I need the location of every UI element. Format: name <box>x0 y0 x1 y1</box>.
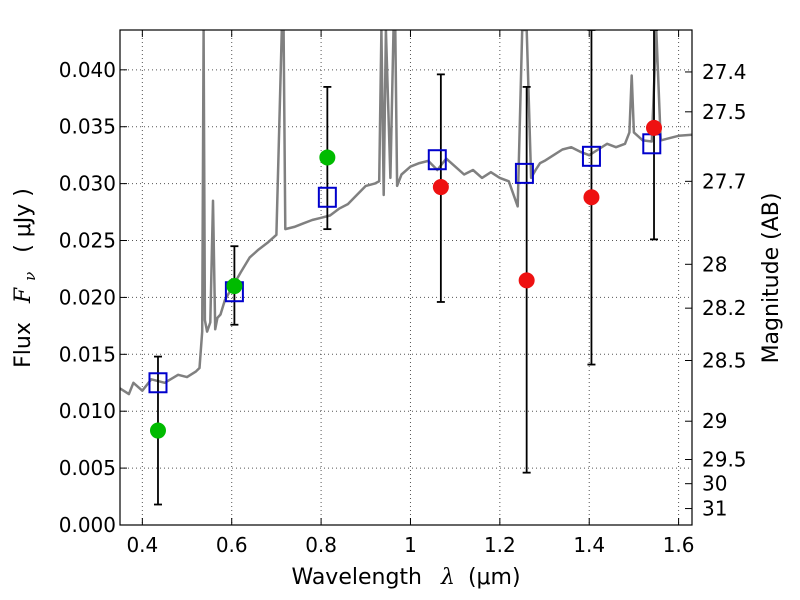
y-axis-title-symbol: F <box>11 287 36 304</box>
y-tick-label: 0.000 <box>59 513 116 537</box>
axis-ticks: 0.4 0.6 0.8 1 1.2 1.4 1.6 0.000 0.005 0.010 0.015 0… <box>59 30 747 557</box>
magnitude-tick-label: 29 <box>702 409 727 433</box>
x-tick-label: 1.6 <box>663 533 695 557</box>
red-data-point <box>583 189 600 206</box>
x-axis-title-unit: (μm) <box>468 565 521 590</box>
magnitude-tick-label: 27.4 <box>702 60 747 84</box>
plot-area <box>120 30 692 506</box>
y-tick-label: 0.010 <box>59 399 116 423</box>
magnitude-tick-label: 29.5 <box>702 448 747 472</box>
y-tick-label: 0.040 <box>59 58 116 82</box>
green-data-point <box>226 278 243 295</box>
x-tick-label: 1.2 <box>484 533 516 557</box>
y-tick-label: 0.030 <box>59 172 116 196</box>
plot-frame <box>119 29 693 526</box>
y-tick-label: 0.005 <box>59 456 116 480</box>
x-tick-label: 0.8 <box>305 533 337 557</box>
model-square-marker <box>514 162 534 184</box>
magnitude-tick-label: 30 <box>702 472 727 496</box>
right-axis-title: Magnitude (AB) <box>759 193 784 364</box>
y-axis-title-subscript: ν <box>21 272 39 281</box>
y-axis-title: Flux F ν ( μJy ) <box>11 188 41 368</box>
y-tick-label: 0.035 <box>59 115 116 139</box>
magnitude-axis-title: Magnitude (AB) <box>759 193 784 364</box>
x-axis-title: Wavelength λ (μm) <box>291 565 520 590</box>
red-data-point <box>518 272 535 289</box>
model-square-marker <box>148 372 168 394</box>
svg-text:Flux F ν ( μ: Flux F ν ( μJy ) <box>11 188 41 368</box>
green-data-point <box>319 149 336 166</box>
x-axis-title-symbol: λ <box>440 565 455 590</box>
magnitude-tick-label: 27.5 <box>702 100 747 124</box>
red-data-point <box>646 119 663 136</box>
magnitude-tick-label: 28.5 <box>702 349 747 373</box>
magnitude-tick-label: 31 <box>702 497 727 521</box>
magnitude-tick-label: 28 <box>702 252 727 276</box>
x-tick-label: 0.6 <box>216 533 248 557</box>
x-tick-label: 1 <box>404 533 417 557</box>
magnitude-tick-label: 27.7 <box>702 169 747 193</box>
y-axis-title-unit: ( μJy ) <box>11 188 36 253</box>
y-tick-label: 0.020 <box>59 285 116 309</box>
model-square-marker <box>427 149 447 171</box>
green-data-point <box>149 422 166 439</box>
magnitude-tick-label: 28.2 <box>702 296 747 320</box>
y-axis-title-text: Flux <box>11 322 36 368</box>
y-tick-label: 0.015 <box>59 342 116 366</box>
model-square-marker <box>317 186 337 208</box>
data-markers <box>148 119 663 439</box>
model-square-marker <box>581 145 601 167</box>
x-axis-title-text: Wavelength <box>291 565 422 590</box>
y-tick-label: 0.025 <box>59 229 116 253</box>
red-data-point <box>432 179 449 196</box>
x-tick-label: 1.4 <box>573 533 605 557</box>
x-tick-label: 0.4 <box>126 533 158 557</box>
spectrum-line <box>120 30 692 396</box>
